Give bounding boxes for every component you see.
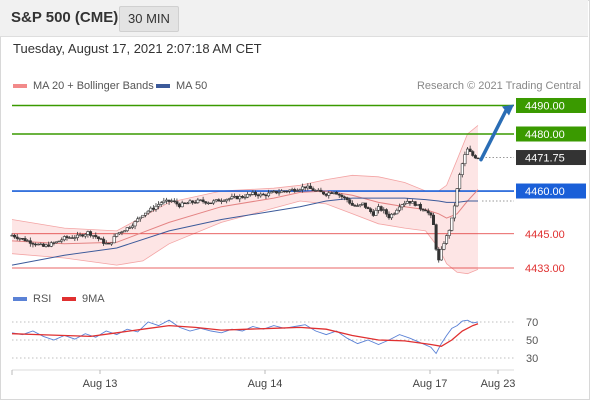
legend-rsi-label: RSI: [33, 293, 52, 305]
copyright-note: Research © 2021 Trading Central: [416, 80, 581, 92]
symbol-title: S&P 500 (CME): [11, 9, 119, 26]
legend-bollinger-label: MA 20 + Bollinger Bands: [33, 80, 154, 92]
legend-rsi-ma: 9MA: [62, 293, 105, 305]
rsi-ma-swatch-icon: [62, 297, 76, 302]
legend-ma50: MA 50: [156, 80, 207, 92]
legend-bollinger: MA 20 + Bollinger Bands: [13, 80, 154, 92]
legend-rsi: RSI: [13, 293, 51, 305]
rsi-swatch-icon: [13, 297, 27, 302]
ma50-swatch-icon: [156, 84, 170, 89]
legend-rsi-ma-label: 9MA: [82, 293, 105, 305]
chart-header: S&P 500 (CME) 30 MIN: [0, 0, 588, 37]
chart-timestamp: Tuesday, August 17, 2021 2:07:18 AM CET: [13, 41, 262, 56]
legend-ma50-label: MA 50: [176, 80, 208, 92]
interval-button[interactable]: 30 MIN: [119, 6, 179, 32]
bollinger-swatch-icon: [13, 84, 27, 89]
